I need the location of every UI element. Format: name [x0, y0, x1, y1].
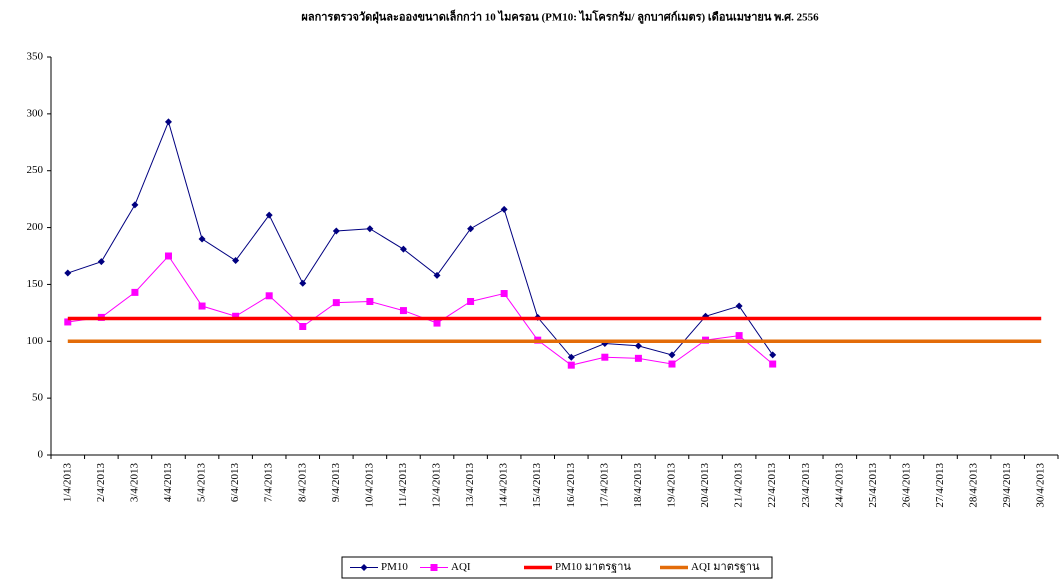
point: [366, 297, 374, 305]
y-tick-label: 250: [27, 164, 44, 176]
point: [735, 332, 743, 340]
point: [64, 318, 72, 326]
legend-marker: [430, 564, 438, 571]
point: [198, 302, 206, 310]
point: [500, 205, 508, 213]
x-tick-label: 13/4/2013: [464, 463, 476, 508]
x-tick-label: 26/4/2013: [900, 463, 912, 508]
x-tick-label: 17/4/2013: [598, 463, 610, 508]
point: [232, 312, 240, 320]
x-tick-label: 25/4/2013: [867, 463, 879, 508]
y-tick-label: 0: [38, 449, 44, 461]
point: [634, 342, 642, 350]
x-tick-label: 6/4/2013: [229, 463, 241, 503]
point: [198, 235, 206, 243]
legend-box: [341, 556, 773, 579]
x-tick-label: 4/4/2013: [162, 463, 174, 503]
x-tick-label: 24/4/2013: [833, 463, 845, 508]
point: [366, 225, 374, 233]
point: [299, 323, 307, 331]
x-tick-label: 1/4/2013: [61, 463, 73, 503]
series-line: [67, 120, 774, 358]
point: [265, 211, 273, 219]
point: [265, 292, 273, 300]
x-tick-label: 5/4/2013: [196, 463, 208, 503]
point: [332, 299, 340, 307]
chart-title: ผลการตรวจวัดฝุ่นละอองขนาดเล็กกว่า 10 ไมค…: [301, 10, 819, 25]
x-tick-label: 12/4/2013: [431, 463, 443, 508]
point: [97, 258, 105, 266]
x-tick-label: 10/4/2013: [363, 463, 375, 508]
point: [769, 351, 777, 359]
point: [601, 353, 609, 361]
point: [433, 271, 441, 279]
legend-label: AQI: [451, 561, 471, 573]
x-tick-label: 21/4/2013: [733, 463, 745, 508]
y-tick-label: 150: [27, 278, 44, 290]
point: [567, 353, 575, 361]
legend-label: PM10 มาตรฐาน: [555, 561, 631, 573]
x-tick-label: 8/4/2013: [296, 463, 308, 503]
legend-label: AQI มาตรฐาน: [691, 561, 760, 573]
x-tick-label: 23/4/2013: [800, 463, 812, 508]
y-tick-label: 200: [27, 221, 44, 233]
y-tick-label: 300: [27, 107, 44, 119]
point: [668, 360, 676, 368]
point: [634, 354, 642, 362]
point: [467, 225, 475, 233]
point: [164, 118, 172, 126]
series-line: [67, 255, 774, 366]
x-tick-label: 19/4/2013: [666, 463, 678, 508]
x-tick-label: 20/4/2013: [699, 463, 711, 508]
point: [567, 361, 575, 369]
x-tick-label: 29/4/2013: [1001, 463, 1013, 508]
point: [131, 288, 139, 296]
x-tick-label: 22/4/2013: [766, 463, 778, 508]
point: [232, 257, 240, 265]
point: [399, 245, 407, 253]
y-tick-label: 100: [27, 335, 44, 347]
legend-label: PM10: [381, 561, 408, 573]
x-tick-label: 16/4/2013: [565, 463, 577, 508]
point: [467, 297, 475, 305]
x-tick-label: 3/4/2013: [128, 463, 140, 503]
point: [433, 319, 441, 327]
x-tick-label: 9/4/2013: [330, 463, 342, 503]
x-tick-label: 14/4/2013: [498, 463, 510, 508]
point: [299, 279, 307, 287]
point: [332, 227, 340, 235]
x-tick-label: 15/4/2013: [531, 463, 543, 508]
x-tick-label: 7/4/2013: [263, 463, 275, 503]
point: [131, 201, 139, 209]
x-tick-label: 11/4/2013: [397, 463, 409, 508]
y-tick-label: 50: [32, 392, 44, 404]
x-tick-label: 28/4/2013: [968, 463, 980, 508]
point: [500, 290, 508, 298]
point: [769, 360, 777, 368]
legend-marker: [360, 564, 368, 571]
point: [668, 351, 676, 359]
x-tick-label: 27/4/2013: [934, 463, 946, 508]
point: [164, 252, 172, 260]
x-tick-label: 30/4/2013: [1035, 463, 1047, 508]
point: [735, 302, 743, 310]
x-tick-label: 2/4/2013: [95, 463, 107, 503]
x-tick-label: 18/4/2013: [632, 463, 644, 508]
point: [64, 269, 72, 277]
point: [399, 307, 407, 315]
y-tick-label: 350: [27, 51, 44, 63]
